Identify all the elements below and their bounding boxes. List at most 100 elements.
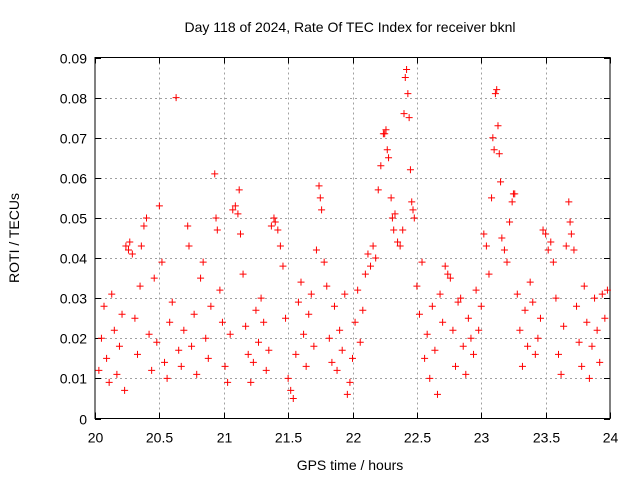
data-point	[180, 326, 188, 334]
data-point	[204, 354, 212, 362]
y-tick-label: 0.03	[60, 291, 87, 307]
data-point	[252, 306, 260, 314]
data-point	[539, 226, 547, 234]
data-point	[265, 346, 273, 354]
y-tick-label: 0.06	[60, 171, 87, 187]
data-point	[188, 342, 196, 350]
data-point	[216, 286, 224, 294]
data-point	[262, 366, 270, 374]
data-point	[213, 226, 221, 234]
data-point	[297, 278, 305, 286]
data-point	[361, 270, 369, 278]
data-point	[249, 358, 257, 366]
data-point	[190, 310, 198, 318]
y-tick-label: 0.02	[60, 331, 87, 347]
data-point	[526, 278, 534, 286]
data-point	[330, 302, 338, 310]
x-tick-label: 22	[346, 430, 362, 446]
data-point	[534, 334, 542, 342]
data-point	[354, 286, 362, 294]
x-tick-label: 21	[217, 430, 233, 446]
data-point	[588, 342, 596, 350]
data-point	[199, 258, 207, 266]
data-point	[100, 302, 108, 310]
data-point	[480, 230, 488, 238]
data-point	[239, 270, 247, 278]
data-point	[598, 290, 606, 298]
data-point	[506, 218, 514, 226]
data-point	[500, 246, 508, 254]
data-point	[153, 338, 161, 346]
data-point	[452, 362, 459, 370]
data-point	[343, 390, 351, 398]
data-point	[439, 318, 447, 326]
data-point	[410, 214, 418, 222]
data-point	[287, 386, 295, 394]
data-point	[282, 314, 290, 322]
data-point	[385, 154, 393, 162]
data-point	[166, 318, 174, 326]
data-point	[289, 394, 297, 402]
data-point	[137, 242, 145, 250]
data-point	[292, 350, 300, 358]
data-point	[128, 250, 136, 258]
data-point	[115, 342, 123, 350]
data-point	[349, 354, 356, 362]
y-tick-label: 0.09	[60, 51, 87, 67]
x-tick-label: 23	[474, 430, 490, 446]
data-point	[413, 282, 421, 290]
data-point	[391, 210, 399, 218]
data-point	[207, 302, 215, 310]
data-point	[226, 330, 234, 338]
data-point	[494, 122, 502, 130]
data-point	[544, 246, 552, 254]
data-point	[405, 114, 413, 122]
data-point	[511, 190, 519, 198]
data-point	[255, 338, 263, 346]
data-point	[229, 206, 237, 214]
data-point	[387, 194, 395, 202]
data-point	[415, 310, 423, 318]
data-point	[601, 314, 609, 322]
data-point	[529, 298, 537, 306]
data-point	[234, 210, 242, 218]
data-point	[409, 206, 417, 214]
data-point	[566, 218, 574, 226]
data-point	[318, 206, 326, 214]
data-point	[516, 326, 524, 334]
data-point	[312, 246, 320, 254]
data-point	[536, 314, 544, 322]
data-point	[578, 362, 586, 370]
data-point	[575, 338, 583, 346]
data-point	[121, 386, 129, 394]
data-point	[150, 274, 158, 282]
data-point	[431, 346, 439, 354]
grid	[95, 57, 610, 419]
data-point	[406, 166, 414, 174]
chart-title: Day 118 of 2024, Rate Of TEC Index for r…	[185, 19, 516, 35]
data-point	[485, 270, 493, 278]
data-point	[603, 286, 611, 294]
data-point	[396, 242, 404, 250]
data-point	[418, 258, 426, 266]
data-point	[305, 310, 313, 318]
y-axis-label: ROTI / TECUs	[6, 193, 22, 283]
data-point	[488, 194, 496, 202]
data-point	[131, 314, 139, 322]
data-point	[497, 178, 505, 186]
data-point	[300, 330, 308, 338]
data-point	[244, 350, 252, 358]
data-point	[274, 226, 282, 234]
data-point	[377, 162, 385, 170]
data-point	[441, 262, 449, 270]
data-point	[328, 358, 336, 366]
data-point	[95, 366, 103, 374]
data-point	[549, 258, 557, 266]
data-point	[567, 230, 575, 238]
data-point	[294, 298, 302, 306]
data-point	[260, 318, 268, 326]
x-tick-label: 23.5	[533, 430, 560, 446]
data-point	[367, 262, 375, 270]
data-point	[110, 326, 118, 334]
data-point	[560, 322, 568, 330]
